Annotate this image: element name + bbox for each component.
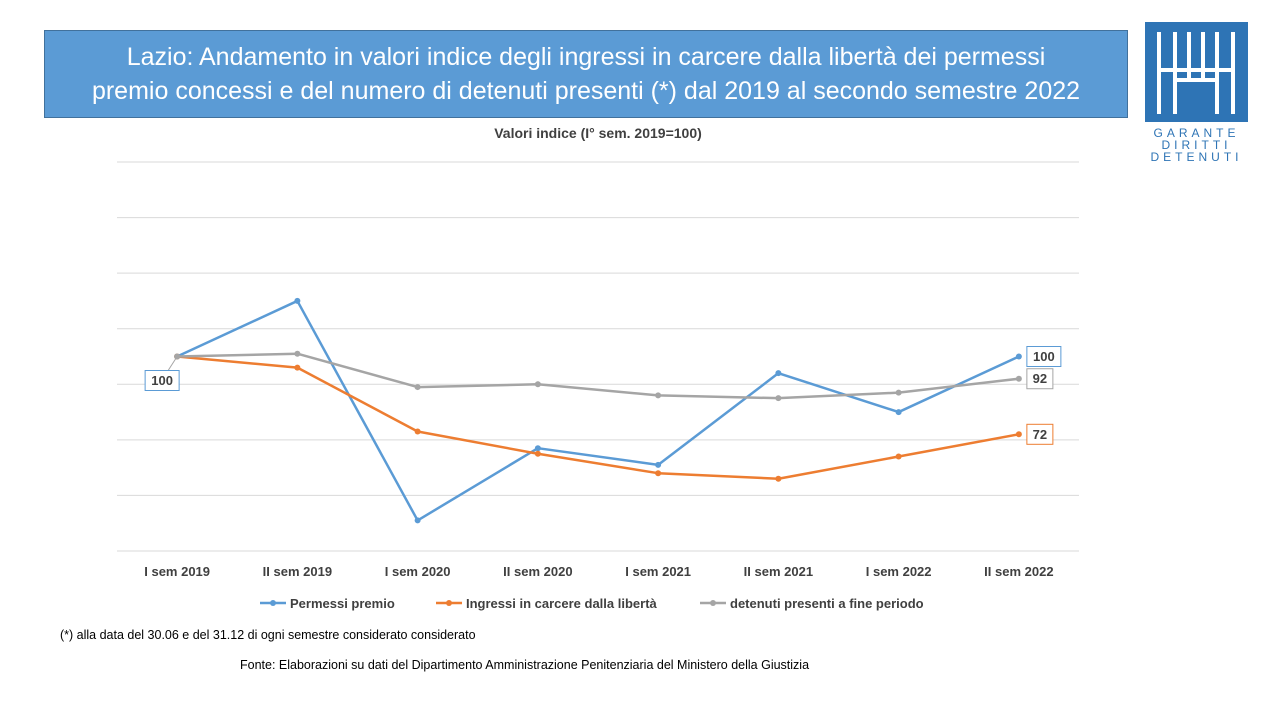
series-line-0: [176, 299, 1020, 522]
data-point: [895, 389, 902, 396]
data-point: [895, 453, 902, 460]
data-point: [775, 395, 782, 402]
data-point: [414, 384, 421, 391]
data-label: 72: [1033, 427, 1047, 442]
data-point: [1015, 353, 1022, 360]
chart-title: Valori indice (I° sem. 2019=100): [494, 125, 702, 141]
data-point: [294, 350, 301, 357]
x-tick-label: II sem 2019: [263, 564, 332, 579]
data-point: [414, 428, 421, 435]
data-label-box: [1026, 368, 1054, 390]
data-label-leader: [167, 356, 178, 371]
data-point: [775, 475, 782, 482]
data-point: [294, 297, 301, 304]
series-line-2: [177, 352, 1020, 400]
logo-text-detenuti: DETENUTI: [1150, 150, 1243, 164]
data-label-box: [1026, 423, 1054, 445]
data-label: 100: [151, 373, 173, 388]
series-line-1: [177, 355, 1020, 481]
data-point: [775, 370, 782, 377]
x-tick-label: II sem 2020: [503, 564, 572, 579]
footnote: (*) alla data del 30.06 e del 31.12 di o…: [60, 628, 476, 642]
x-tick-label: I sem 2019: [144, 564, 210, 579]
logo: GARANTE DIRITTI DETENUTI: [1145, 22, 1248, 164]
data-point: [1015, 431, 1022, 438]
x-tick-label: II sem 2022: [984, 564, 1053, 579]
logo-text-diritti: DIRITTI: [1161, 138, 1232, 152]
x-tick-label: II sem 2021: [744, 564, 813, 579]
x-tick-label: I sem 2020: [385, 564, 451, 579]
garante-logo-icon: [1145, 22, 1248, 122]
data-label: 92: [1033, 371, 1047, 386]
title-banner: Lazio: Andamento in valori indice degli …: [44, 30, 1128, 118]
x-tick-label: I sem 2022: [866, 564, 932, 579]
data-point: [534, 445, 541, 452]
data-label: 100: [1033, 349, 1055, 364]
data-point: [534, 381, 541, 388]
x-tick-label: I sem 2021: [625, 564, 691, 579]
legend-marker: [270, 600, 276, 606]
legend-label: Ingressi in carcere dalla libertà: [466, 596, 658, 611]
data-point: [534, 450, 541, 457]
legend-marker: [710, 600, 716, 606]
data-label-box: [1026, 346, 1062, 367]
source-note: Fonte: Elaborazioni su dati del Dipartim…: [240, 658, 810, 672]
data-point: [895, 409, 902, 416]
data-label-box: [144, 370, 180, 391]
data-point: [294, 364, 301, 371]
data-point: [414, 517, 421, 524]
data-point: [655, 461, 662, 468]
legend-label: detenuti presenti a fine periodo: [730, 596, 924, 611]
page-title: Lazio: Andamento in valori indice degli …: [91, 43, 1081, 105]
legend-marker: [446, 600, 452, 606]
data-point: [655, 470, 662, 477]
legend-label: Permessi premio: [290, 596, 395, 611]
data-point: [655, 392, 662, 399]
data-point: [1015, 375, 1022, 382]
logo-text-garante: GARANTE: [1153, 126, 1240, 140]
